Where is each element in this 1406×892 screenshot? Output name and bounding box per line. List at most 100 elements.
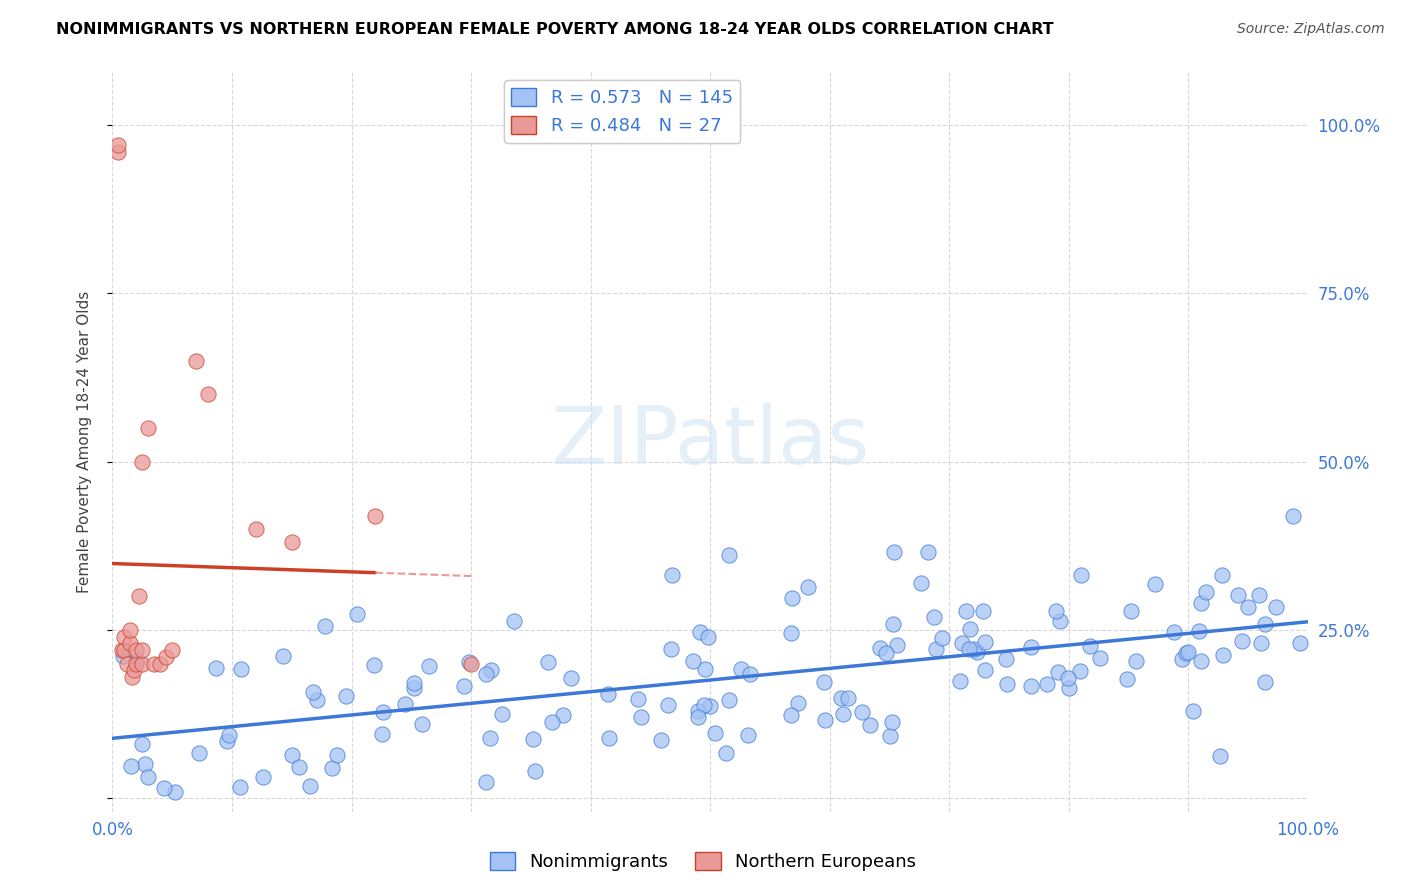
Point	[1189, 654, 1212, 668]
Point	[717, 548, 740, 562]
Point	[120, 759, 142, 773]
Point	[596, 687, 619, 701]
Point	[682, 654, 704, 668]
Point	[1249, 589, 1271, 603]
Point	[1211, 567, 1233, 582]
Point	[869, 640, 891, 655]
Point	[131, 455, 153, 469]
Point	[553, 708, 575, 723]
Point	[1212, 648, 1234, 662]
Point	[478, 731, 501, 745]
Point	[560, 671, 582, 685]
Point	[693, 662, 716, 676]
Point	[714, 746, 737, 760]
Point	[418, 658, 440, 673]
Point	[1070, 567, 1092, 582]
Point	[737, 728, 759, 742]
Point	[879, 729, 901, 743]
Point	[972, 604, 994, 618]
Point	[302, 685, 325, 699]
Point	[1282, 508, 1305, 523]
Point	[661, 568, 683, 582]
Point	[162, 643, 183, 657]
Point	[131, 643, 153, 657]
Point	[394, 698, 416, 712]
Point	[1232, 634, 1254, 648]
Point	[598, 731, 620, 745]
Point	[152, 780, 174, 795]
Point	[830, 691, 852, 706]
Point	[1046, 665, 1069, 679]
Point	[1195, 585, 1218, 599]
Point	[703, 725, 725, 739]
Point	[107, 145, 129, 160]
Point	[1209, 749, 1232, 764]
Point	[136, 771, 159, 785]
Point	[364, 508, 387, 523]
Point	[851, 705, 873, 719]
Point	[228, 780, 250, 794]
Point	[717, 692, 740, 706]
Point	[217, 733, 239, 747]
Point	[524, 764, 547, 779]
Point	[931, 632, 953, 646]
Point	[281, 535, 304, 549]
Point	[120, 636, 142, 650]
Point	[1188, 624, 1211, 638]
Point	[837, 691, 859, 706]
Point	[630, 710, 652, 724]
Point	[204, 661, 226, 675]
Point	[997, 677, 1019, 691]
Point	[503, 615, 526, 629]
Point	[540, 714, 562, 729]
Point	[453, 679, 475, 693]
Point	[949, 674, 972, 689]
Point	[155, 649, 177, 664]
Point	[111, 643, 134, 657]
Point	[966, 645, 988, 659]
Point	[689, 625, 711, 640]
Point	[475, 775, 498, 789]
Point	[114, 643, 135, 657]
Point	[125, 653, 148, 667]
Point	[491, 707, 513, 722]
Point	[875, 646, 897, 660]
Point	[697, 630, 720, 644]
Point	[1057, 681, 1080, 695]
Point	[131, 737, 153, 751]
Point	[371, 726, 394, 740]
Point	[1125, 655, 1147, 669]
Point	[163, 784, 186, 798]
Point	[411, 717, 433, 731]
Point	[831, 706, 853, 721]
Text: Source: ZipAtlas.com: Source: ZipAtlas.com	[1237, 22, 1385, 37]
Point	[886, 638, 908, 652]
Text: NONIMMIGRANTS VS NORTHERN EUROPEAN FEMALE POVERTY AMONG 18-24 YEAR OLDS CORRELAT: NONIMMIGRANTS VS NORTHERN EUROPEAN FEMAL…	[56, 22, 1054, 37]
Point	[321, 761, 343, 775]
Point	[957, 642, 980, 657]
Point	[128, 590, 150, 604]
Point	[218, 728, 240, 742]
Point	[813, 674, 835, 689]
Point	[779, 707, 801, 722]
Point	[650, 733, 672, 747]
Point	[1080, 639, 1102, 653]
Point	[1088, 651, 1111, 665]
Point	[138, 421, 160, 435]
Point	[131, 657, 153, 671]
Y-axis label: Female Poverty Among 18-24 Year Olds: Female Poverty Among 18-24 Year Olds	[77, 291, 91, 592]
Point	[305, 692, 328, 706]
Point	[657, 698, 679, 713]
Point	[1254, 674, 1277, 689]
Point	[187, 746, 209, 760]
Point	[686, 710, 709, 724]
Text: ZIPatlas: ZIPatlas	[551, 402, 869, 481]
Point	[955, 604, 977, 618]
Point	[120, 623, 142, 637]
Point	[814, 713, 837, 727]
Point	[404, 681, 426, 695]
Point	[796, 581, 818, 595]
Point	[1019, 679, 1042, 693]
Point	[880, 714, 903, 729]
Point	[125, 643, 148, 657]
